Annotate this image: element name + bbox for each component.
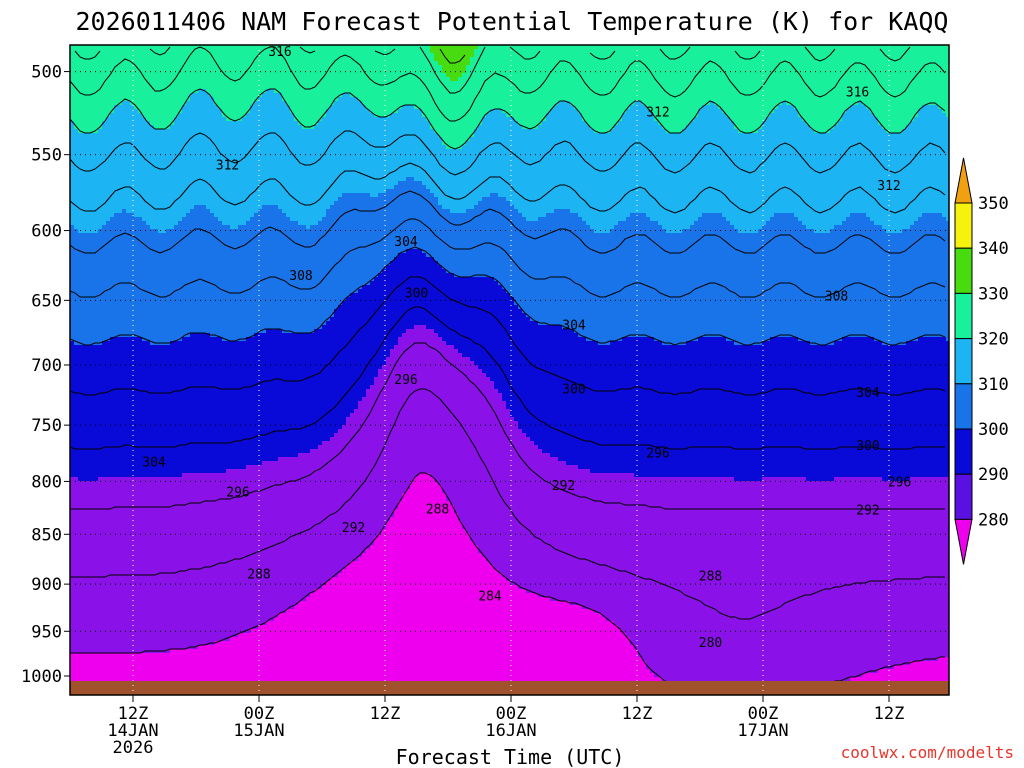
contour-label-36: 292: [342, 521, 365, 536]
contour-label-16: 316: [846, 85, 869, 100]
chart-title: 2026011406 NAM Forecast Potential Temper…: [76, 7, 949, 36]
contour-label-21: 308: [289, 269, 312, 284]
colorbar-label-300: 300: [978, 420, 1009, 440]
y-tick-label-850: 850: [31, 525, 62, 545]
colorbar-label-330: 330: [978, 284, 1009, 304]
credit-text: coolwx.com/modelts: [841, 743, 1014, 762]
contour-label-25: 296: [394, 373, 417, 388]
contour-label-35: 292: [856, 503, 879, 518]
contour-292: [70, 306, 945, 450]
plot-area: 3403443403363363323403323283283243243203…: [70, 45, 995, 695]
contour-label-20: 304: [394, 235, 418, 250]
y-tick-label-550: 550: [31, 146, 62, 166]
contour-label-19: 312: [877, 179, 900, 194]
y-tick-label-800: 800: [31, 472, 62, 492]
colorbar-segment-0: [954, 202, 973, 249]
contour-312: [70, 162, 946, 214]
contour-label-22: 300: [405, 287, 428, 302]
contour-label-39: 284: [478, 590, 502, 605]
x-tick-label-3-1: 00Z: [496, 704, 527, 724]
contour-label-17: 312: [646, 105, 669, 120]
contour-label-34: 288: [426, 502, 449, 517]
contour-284: [70, 388, 945, 620]
contour-lines: [70, 46, 946, 695]
contour-label-38: 288: [699, 569, 722, 584]
colorbar-extend-top: [954, 157, 973, 204]
contour-label-27: 304: [856, 386, 880, 401]
y-tick-label-750: 750: [31, 416, 62, 436]
y-tick-label-600: 600: [31, 222, 62, 242]
contour-320: [70, 88, 946, 150]
contour-316: [70, 130, 946, 176]
contour-label-33: 296: [226, 485, 249, 500]
x-tick-label-0-2: 14JAN: [107, 721, 158, 741]
color-bands: [70, 45, 949, 695]
colorbar: 350 340 330 320 310 300 290 280: [954, 157, 1009, 565]
grid-lines: [70, 45, 949, 695]
y-tick-label-950: 950: [31, 622, 62, 642]
x-tick-label-5-2: 17JAN: [737, 721, 788, 741]
contour-label-26: 300: [562, 383, 585, 398]
contour-304: [70, 218, 946, 298]
x-tick-label-4-1: 12Z: [622, 704, 653, 724]
contour-288: [70, 342, 945, 510]
x-axis-label: Forecast Time (UTC): [396, 745, 625, 768]
y-tick-label-1000: 1000: [21, 667, 62, 687]
contour-label-29: 296: [646, 447, 669, 462]
contour-324: [70, 46, 946, 122]
contour-label-24: 304: [562, 318, 586, 333]
x-tick-label-6-1: 12Z: [874, 704, 905, 724]
colorbar-label-290: 290: [978, 465, 1009, 485]
contour-label-28: 300: [856, 439, 879, 454]
contour-label-31: 292: [552, 479, 575, 494]
colorbar-segment-2: [954, 292, 973, 340]
plot-frame: [69, 44, 950, 696]
x-tick-label-2-1: 12Z: [370, 704, 401, 724]
y-tick-label-700: 700: [31, 356, 62, 376]
ground-strip: [70, 681, 949, 695]
colorbar-label-280: 280: [978, 510, 1009, 530]
colorbar-segment-5: [954, 428, 973, 475]
y-axis: 2503003504004505005506006507007508008509…: [21, 63, 70, 687]
colorbar-extend-bottom: [954, 518, 973, 565]
contour-label-23: 308: [825, 289, 848, 304]
x-tick-label-1-1: 00Z: [244, 704, 275, 724]
x-tick-label-3-2: 16JAN: [485, 721, 536, 741]
contour-label-32: 296: [888, 476, 911, 491]
contour-label-40: 280: [699, 636, 722, 651]
colorbar-label-350: 350: [978, 194, 1009, 214]
y-tick-label-500: 500: [31, 63, 62, 83]
contour-label-41: 288: [972, 664, 995, 679]
colorbar-segment-4: [954, 383, 973, 430]
contour-labels: 3403443403363363323403323283283243243203…: [142, 45, 995, 679]
x-tick-label-0-3: 2026: [113, 738, 154, 758]
contour-300: [70, 246, 946, 346]
y-tick-label-650: 650: [31, 291, 62, 311]
contour-label-37: 288: [247, 567, 270, 582]
colorbar-segment-3: [954, 338, 973, 385]
contour-332: [439, 48, 466, 64]
colorbar-segment-1: [954, 247, 973, 294]
x-tick-label-0-1: 12Z: [118, 704, 149, 724]
contour-label-30: 304: [142, 456, 166, 471]
colorbar-label-310: 310: [978, 375, 1009, 395]
contour-308: [70, 190, 946, 254]
x-tick-label-5-1: 00Z: [748, 704, 779, 724]
y-tick-label-900: 900: [31, 575, 62, 595]
contour-label-15: 316: [268, 45, 291, 60]
colorbar-segment-6: [954, 473, 973, 520]
colorbar-label-320: 320: [978, 330, 1009, 350]
colorbar-label-340: 340: [978, 239, 1009, 259]
contour-296: [70, 276, 946, 396]
contour-label-18: 312: [216, 159, 239, 174]
x-tick-label-1-2: 15JAN: [233, 721, 284, 741]
